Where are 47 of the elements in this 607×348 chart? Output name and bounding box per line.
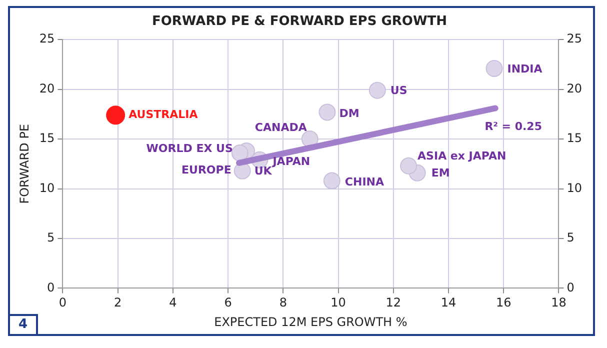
annotation: UK <box>254 164 272 178</box>
y-tick-label: 20 <box>39 81 55 96</box>
series-label: EM <box>431 166 450 180</box>
point <box>231 144 248 162</box>
text: 4 <box>8 314 38 336</box>
x-tick-label: 6 <box>224 296 232 310</box>
point <box>486 60 503 77</box>
y2-tick-label: 25 <box>566 32 582 46</box>
y2-tick-label: 10 <box>566 180 582 195</box>
chart-title: FORWARD PE & FORWARD EPS GROWTH <box>152 14 448 30</box>
y-tick-label: 15 <box>39 131 55 146</box>
y-axis-title: FORWARD PE <box>17 124 32 204</box>
y2-tick-label: 15 <box>566 131 582 146</box>
y2-tick-label: 5 <box>566 230 574 245</box>
point <box>106 106 126 125</box>
x-axis-title: EXPECTED 12M EPS GROWTH % <box>214 314 408 329</box>
y-tick-label: 5 <box>47 230 55 245</box>
point <box>368 82 386 99</box>
x-tick-label: 12 <box>386 296 402 310</box>
x-tick-label: 8 <box>279 296 287 310</box>
y2-tick-label: 20 <box>566 81 582 96</box>
series-label: INDIA <box>507 62 543 76</box>
point <box>234 162 251 180</box>
y-tick-label: 0 <box>47 280 55 294</box>
x-tick-label: 14 <box>440 296 456 310</box>
series-label: ASIA ex JAPAN <box>418 150 506 163</box>
series-label: DM <box>339 107 360 120</box>
series-label: EUROPE <box>182 164 232 177</box>
series-label: CANADA <box>254 120 308 134</box>
x-tick-label: 2 <box>114 296 122 310</box>
series-label: AUSTRALIA <box>128 108 198 122</box>
series-label: US <box>390 84 408 98</box>
series-label: CHINA <box>344 176 384 189</box>
x-tick-label: 16 <box>496 296 512 310</box>
x-tick-label: 4 <box>169 296 177 310</box>
y-tick-label: 25 <box>39 32 55 46</box>
y-tick-label: 10 <box>39 180 55 195</box>
x-tick-label: 0 <box>58 296 66 310</box>
series-label: JAPAN <box>272 154 310 168</box>
y2-tick-label: 0 <box>566 280 574 294</box>
series-label: WORLD EX US <box>146 142 233 155</box>
annotation: R² = 0.25 <box>484 120 542 134</box>
x-tick-label: 18 <box>551 296 566 310</box>
point <box>318 104 336 121</box>
point <box>400 157 418 174</box>
x-tick-label: 10 <box>330 296 346 310</box>
point <box>323 172 340 190</box>
